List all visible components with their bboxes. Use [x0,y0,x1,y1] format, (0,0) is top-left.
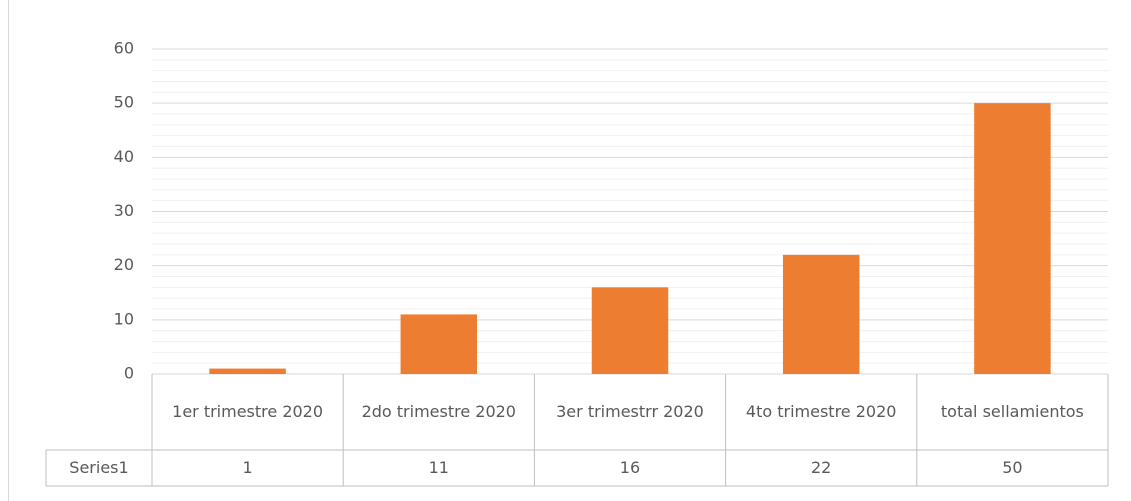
table-value: 22 [811,458,832,477]
y-tick-label: 0 [124,364,134,383]
category-label: 2do trimestre 2020 [361,402,516,421]
y-tick-label: 10 [114,309,134,328]
category-label: 4to trimestre 2020 [745,402,897,421]
table-value: 50 [1002,458,1023,477]
table-value: 16 [619,458,641,477]
category-label: total sellamientos [940,402,1084,421]
bar [782,254,860,374]
table-value: 1 [242,458,253,477]
bar [400,314,478,374]
y-tick-label: 60 [114,39,134,58]
bar [974,103,1051,375]
table-value: 11 [428,458,449,477]
category-label: 1er trimestre 2020 [172,402,324,421]
y-tick-label: 30 [114,201,134,220]
legend-label: Series1 [69,458,129,477]
bar [209,368,286,374]
bar [591,287,669,374]
y-tick-label: 40 [114,147,134,166]
category-label: 3er trimestrr 2020 [556,402,704,421]
y-tick-label: 50 [114,93,134,112]
y-tick-label: 20 [114,255,134,274]
